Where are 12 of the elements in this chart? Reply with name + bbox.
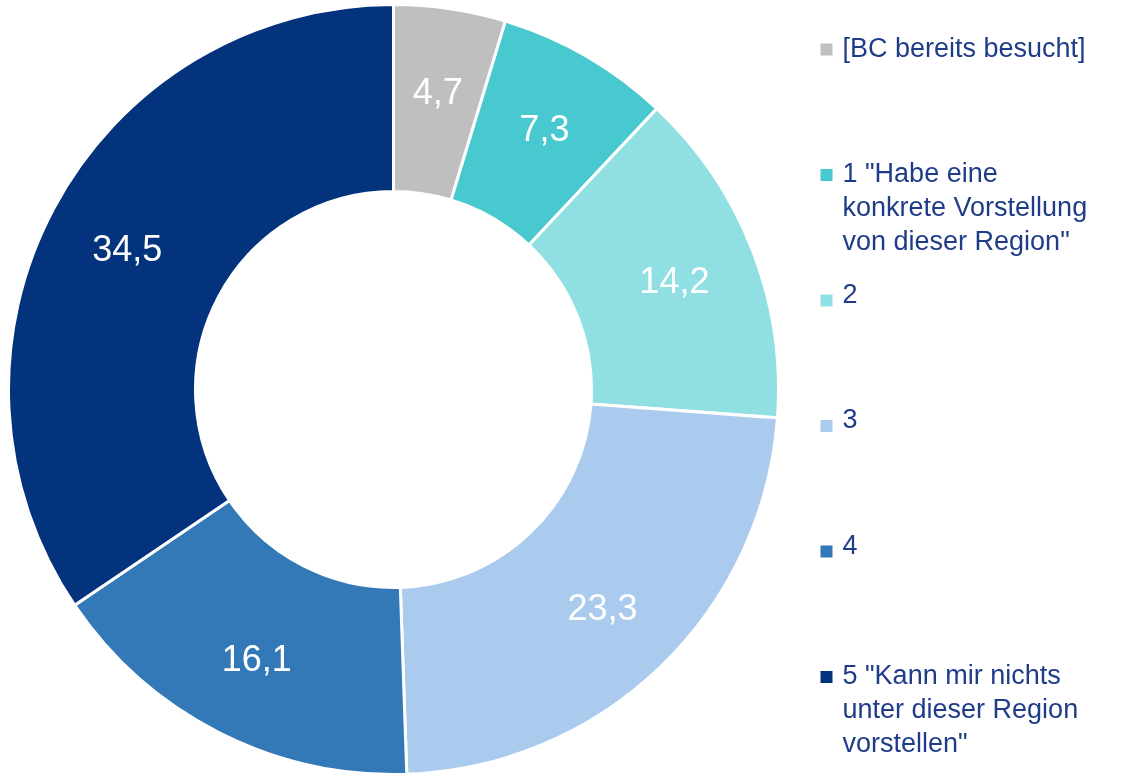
data-label: 14,2 xyxy=(639,259,710,301)
legend-label: 2 xyxy=(842,278,858,309)
legend-label: 1 "Habe eine konkrete Vorstellung von dieser Region" xyxy=(842,158,1088,256)
data-label: 34,5 xyxy=(92,228,163,270)
legend-label: 4 xyxy=(842,529,858,560)
data-label: 4,7 xyxy=(412,71,463,113)
legend-label: 5 "Kann mir nichts unter dieser Region vorstellen" xyxy=(842,660,1079,758)
data-label: 16,1 xyxy=(221,638,292,680)
data-label: 23,3 xyxy=(567,586,638,628)
legend-label: 3 xyxy=(842,404,858,434)
data-label: 7,3 xyxy=(519,108,570,150)
legend-label: [BC bereits besucht] xyxy=(842,32,1086,63)
